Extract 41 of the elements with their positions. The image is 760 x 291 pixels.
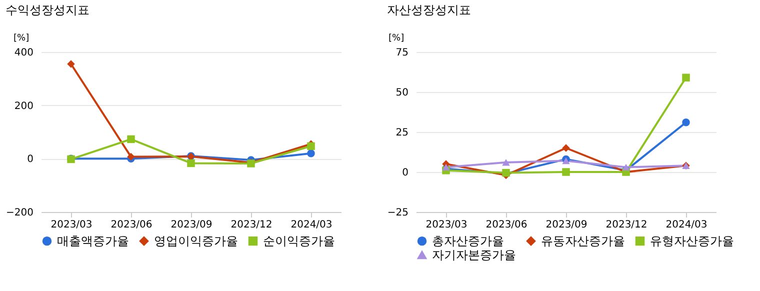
x-tick-label: 2023/06 <box>486 220 528 230</box>
point <box>682 74 690 82</box>
y-tick-label: 200 <box>14 100 34 112</box>
x-tick-label: 2023/03 <box>50 220 92 230</box>
y-tick-label: 50 <box>396 88 408 98</box>
point <box>307 149 315 158</box>
point <box>307 142 315 150</box>
point <box>67 60 75 68</box>
y-tick-label: 400 <box>14 48 34 58</box>
legend-label: 유형자산증가율 <box>650 234 734 248</box>
legend-label: 총자산증가율 <box>432 234 504 248</box>
y-axis-title: [%] <box>388 34 404 44</box>
point <box>682 118 690 126</box>
point <box>562 168 570 176</box>
legend-label: 순이익증가율 <box>263 234 335 248</box>
x-tick-label: 2023/06 <box>110 220 152 230</box>
x-tick-label: 2023/09 <box>546 220 588 230</box>
legend-label: 유동자산증가율 <box>541 234 625 248</box>
y-tick-label: −200 <box>6 208 34 218</box>
y-tick-label: 75 <box>396 48 408 58</box>
x-tick-label: 2023/03 <box>426 220 468 230</box>
y-axis-title: [%] <box>14 34 30 44</box>
x-tick-label: 2023/12 <box>606 220 648 230</box>
legend-label: 매출액증가율 <box>57 234 129 248</box>
y-tick-label: 25 <box>396 128 408 138</box>
y-tick-label: −25 <box>387 208 408 218</box>
point <box>502 159 510 166</box>
point <box>187 159 195 168</box>
chart-title: 수익성장성지표 <box>6 3 90 17</box>
y-tick-label: 0 <box>27 154 34 166</box>
point <box>622 164 630 171</box>
chart-title: 자산성장성지표 <box>386 3 471 17</box>
legend-label: 자기자본증가율 <box>432 248 516 262</box>
legend-label: 영업이익증가율 <box>154 234 238 248</box>
point <box>562 144 570 152</box>
x-tick-label: 2023/12 <box>230 220 272 230</box>
point <box>127 135 135 144</box>
x-tick-label: 2024/03 <box>666 220 708 230</box>
x-tick-label: 2023/09 <box>170 220 212 230</box>
x-tick-label: 2024/03 <box>290 220 332 230</box>
y-tick-label: 0 <box>402 168 408 178</box>
